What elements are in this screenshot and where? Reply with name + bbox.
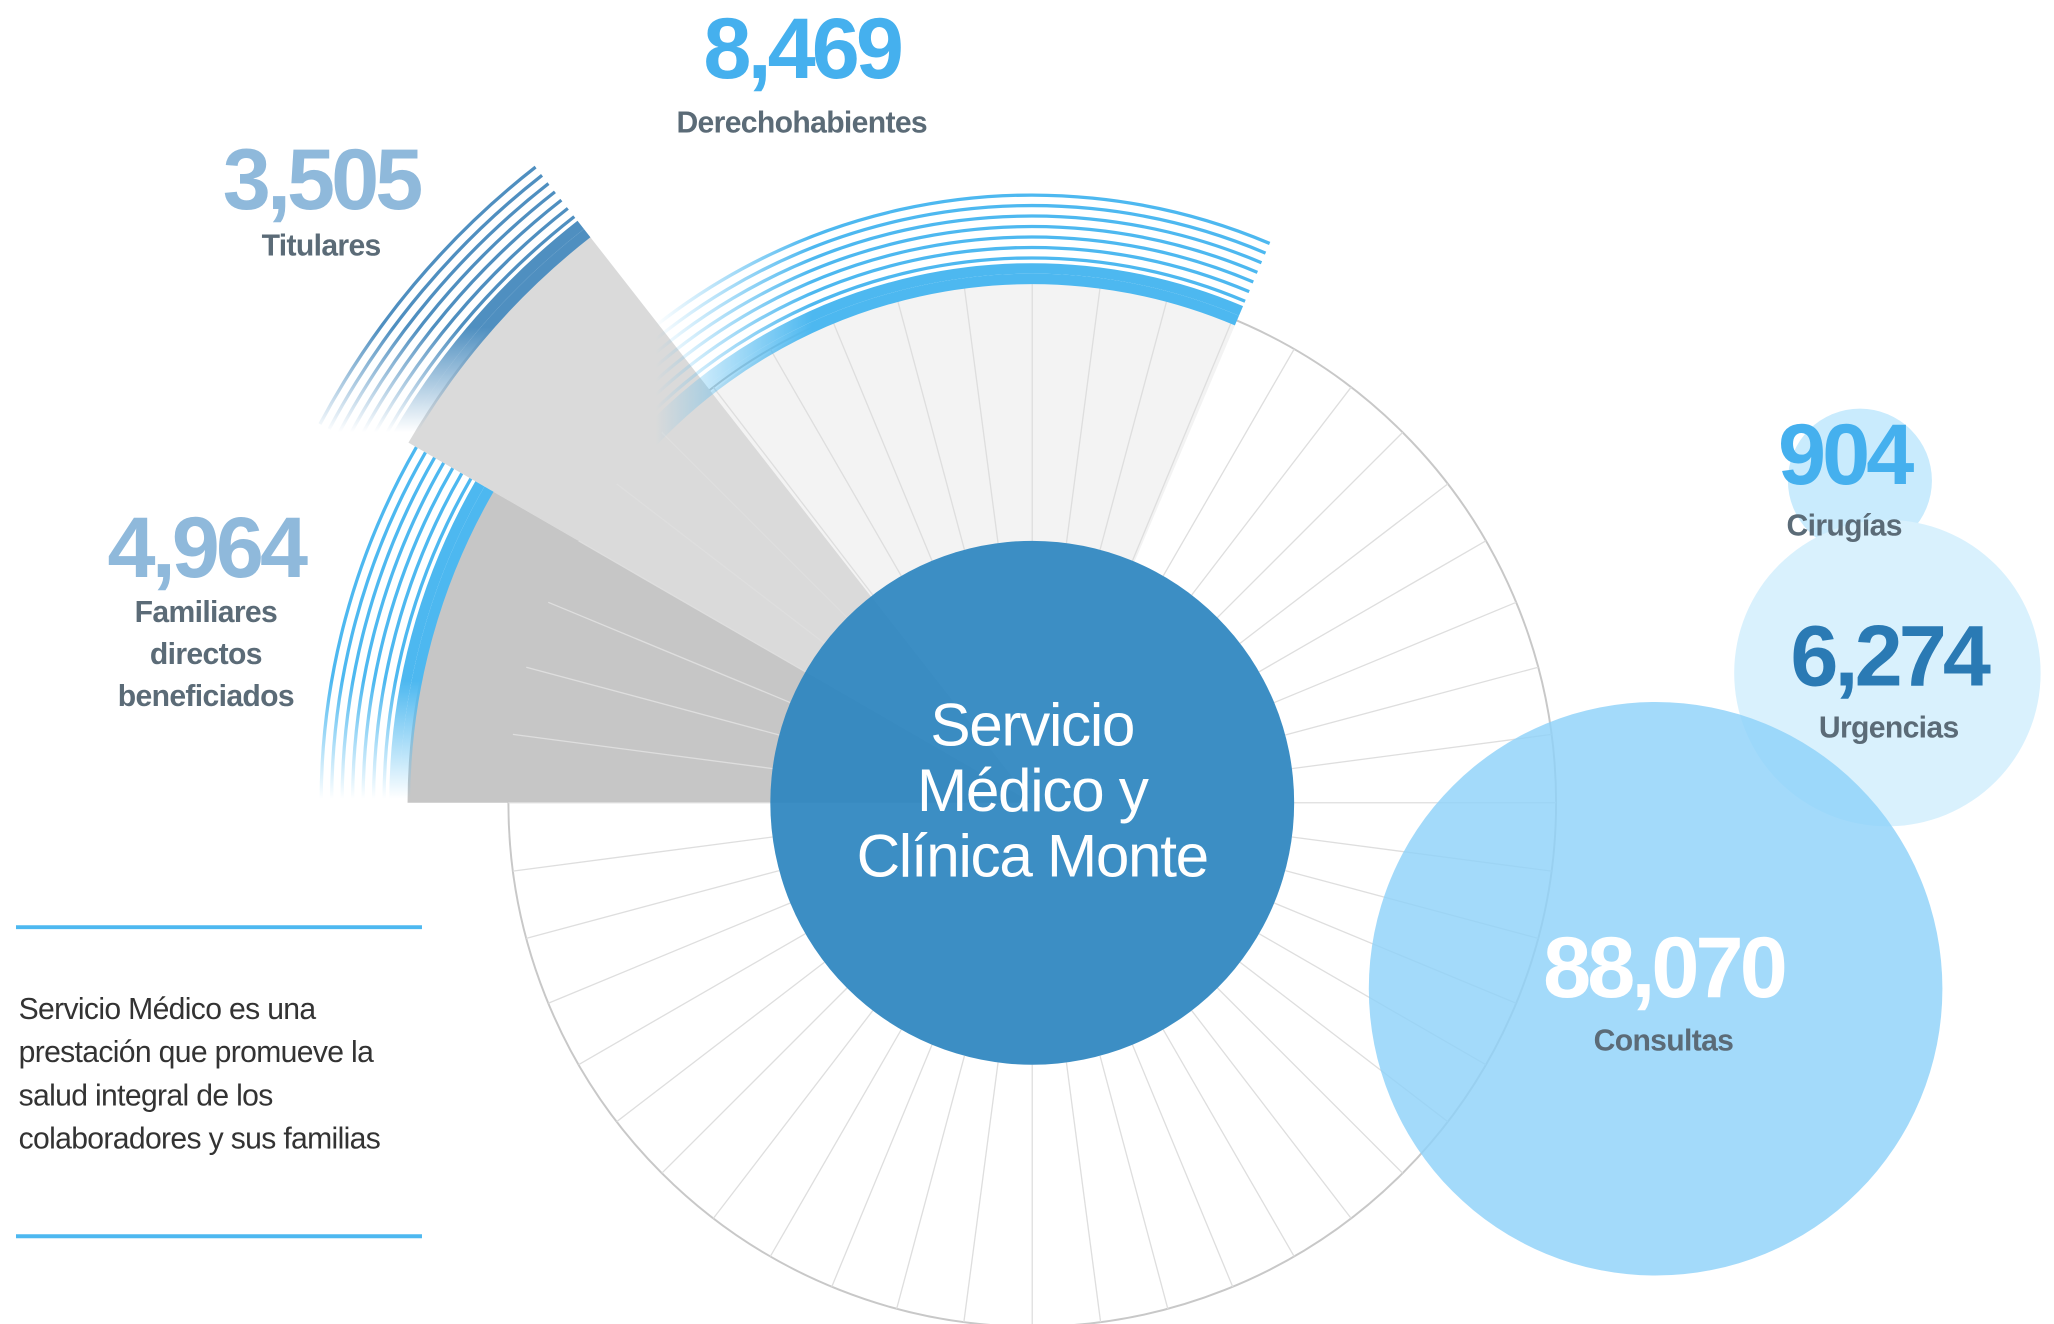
arc-band [602,224,1259,419]
stat-label: Cirugías [1787,510,1902,543]
spoke [616,961,825,1123]
arc-band [389,481,485,803]
arc-band [329,451,427,803]
arc-band [595,214,1263,412]
center-title: Clínica Monte [857,821,1208,889]
spoke [831,318,933,562]
stat-value: 88,070 [1543,920,1785,1016]
spoke [1239,483,1449,644]
spoke [1131,318,1234,562]
spoke [1258,540,1487,673]
spoke [578,540,806,673]
arc-band [346,190,556,440]
spoke [548,902,791,1004]
spoke [661,987,848,1174]
spoke [1273,601,1517,704]
spoke [769,348,902,577]
arc-band [340,456,436,803]
spoke [769,1029,902,1257]
consultas-bubble [1368,701,1943,1276]
spoke [1285,666,1539,736]
spoke [712,386,874,596]
spoke [1162,348,1295,577]
arc-band [626,256,1246,440]
arc-band [618,245,1250,433]
arc-band [639,273,1239,456]
stat-label: Derechohabientes [676,106,927,139]
arc-band [327,174,544,430]
spoke [1065,283,1102,544]
spoke [661,431,848,619]
spoke [1099,296,1169,550]
arc-band [337,182,550,435]
arc-band [587,203,1267,405]
center-title: Servicio [930,690,1134,758]
spoke [831,1044,933,1287]
stat-label: directos [150,638,262,671]
wedge-derechohabientes [711,281,1236,803]
spoke [1216,987,1404,1174]
description-line: salud integral de los [19,1079,273,1112]
spoke [526,666,780,736]
center-title: Médico y [917,756,1149,824]
stat-label: Titulares [262,229,381,262]
spoke [1131,1044,1234,1287]
stat-label: beneficiados [118,680,294,713]
spoke [512,836,773,872]
stat-label: Familiares [135,596,277,629]
spoke [896,296,966,550]
description-line: prestación que promueve la [19,1036,374,1069]
spoke [578,933,806,1066]
spoke [1191,1010,1352,1219]
spoke [526,869,780,939]
arc-band [364,207,569,450]
arc-band [374,215,576,455]
arc-band [389,229,591,466]
center-circle [770,540,1295,1065]
arc-band [631,263,1244,449]
stat-value: 3,505 [223,132,421,228]
arc-band [382,477,473,803]
spoke [616,483,825,644]
spoke [512,733,773,770]
stat-value: 4,964 [108,500,308,596]
arc-band [350,462,446,803]
spoke [896,1055,966,1309]
spoke [963,1062,999,1323]
arc-band [579,193,1271,398]
arc-band [380,220,584,461]
spoke [1065,1062,1102,1323]
spoke [1099,1055,1169,1309]
spoke [1216,431,1404,619]
arc-band [318,165,537,425]
stat-value: 8,469 [703,1,900,97]
stat-label: Urgencias [1819,711,1959,744]
spoke [1191,386,1352,596]
stat-value: 904 [1778,407,1914,503]
arc-band [355,198,563,445]
arc-band [319,446,418,803]
description-line: Servicio Médico es una [19,993,317,1026]
arc-band [399,486,494,803]
arc-band [610,235,1254,426]
stat-value: 6,274 [1790,608,1990,704]
arc-band [371,472,464,803]
spoke [1291,733,1552,770]
spoke [963,283,999,544]
arc-band [361,467,455,803]
spoke [712,1010,874,1219]
spoke [548,601,791,704]
cirugias-bubble [1787,408,1932,553]
spoke [1162,1029,1295,1257]
stat-label: Consultas [1594,1024,1734,1057]
description-line: colaboradores y sus familias [19,1123,381,1156]
